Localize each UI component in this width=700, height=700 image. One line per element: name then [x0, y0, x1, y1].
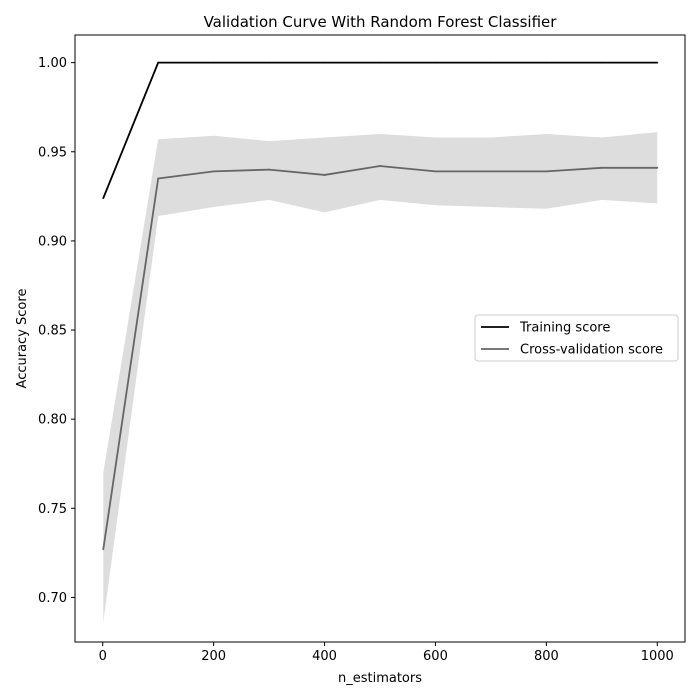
series-1-point: [656, 166, 659, 169]
series-0-point: [102, 197, 105, 200]
x-axis-label: n_estimators: [338, 671, 422, 686]
legend: Training score Cross-validation score: [474, 314, 679, 362]
x-tick-label: 0: [99, 649, 107, 664]
chart-title: Validation Curve With Random Forest Clas…: [204, 13, 558, 31]
y-tick-label: 1.00: [38, 56, 67, 71]
x-tick-label: 600: [423, 649, 448, 664]
axes-frame: [74, 34, 686, 643]
series-0-point: [157, 61, 160, 64]
x-tick-label: 800: [534, 649, 559, 664]
x-tick-label: 200: [201, 649, 226, 664]
series-1-point: [379, 165, 381, 167]
y-tick-label: 0.85: [38, 324, 67, 339]
series-1-point: [434, 170, 437, 173]
y-tick-label: 0.90: [38, 234, 67, 249]
series-0-point: [268, 61, 270, 64]
series-0-point: [545, 61, 548, 64]
series-1-confidence-band: [103, 132, 658, 623]
series-1-point: [323, 174, 326, 176]
series-1-point: [490, 170, 492, 173]
series-1-point: [212, 170, 215, 173]
series-0-point: [490, 61, 492, 64]
x-tick-label: 400: [312, 649, 337, 664]
series-0-point: [434, 61, 437, 64]
y-tick-label: 0.75: [38, 502, 67, 517]
y-tick-label: 0.80: [38, 413, 67, 428]
series-0-point: [379, 61, 381, 64]
series-0-point: [600, 61, 603, 64]
legend-label-0: Training score: [519, 321, 610, 336]
y-axis-ticks: 0.70 0.75 0.80 0.85 0.90 0.95 1.00: [38, 56, 75, 606]
legend-box: [474, 314, 679, 362]
series-0-point: [323, 61, 326, 64]
plot-area: [102, 61, 659, 623]
x-tick-label: 1000: [641, 649, 674, 664]
y-tick-label: 0.70: [38, 591, 67, 606]
series-1-point: [268, 168, 270, 171]
series-0-point: [656, 61, 659, 64]
y-tick-label: 0.95: [38, 145, 67, 160]
series-0-point: [212, 61, 215, 64]
legend-label-1: Cross-validation score: [520, 343, 663, 358]
series-1-point: [600, 166, 603, 169]
x-axis-ticks: 0 200 400 600 800 1000: [99, 642, 674, 664]
y-axis-label: Accuracy Score: [15, 289, 30, 389]
series-1-point: [545, 170, 548, 173]
series-1-point: [157, 177, 160, 180]
series-1-point: [102, 548, 105, 551]
